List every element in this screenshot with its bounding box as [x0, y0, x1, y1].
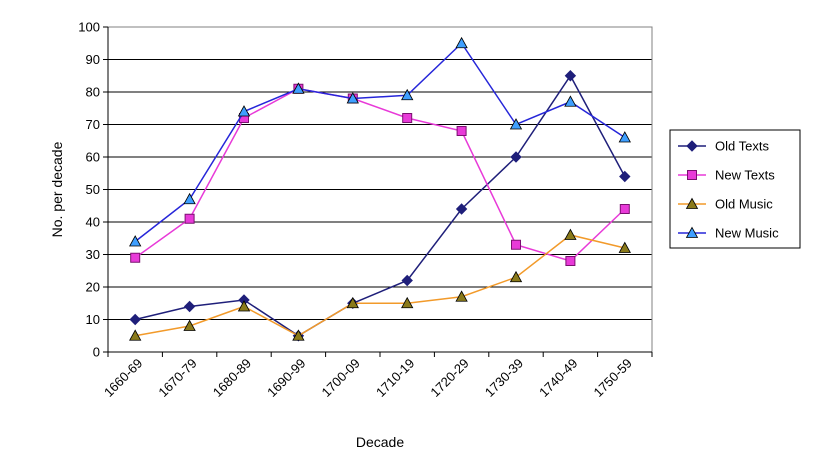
y-tick-label: 100: [78, 20, 100, 35]
data-point: [685, 197, 699, 209]
data-point: [509, 270, 523, 283]
data-point: [129, 329, 142, 341]
data-point: [511, 239, 521, 250]
y-tick-label: 10: [86, 312, 100, 327]
series-line: [134, 42, 626, 243]
series-line: [134, 87, 626, 262]
data-point: [130, 252, 141, 263]
data-point: [129, 313, 141, 326]
y-axis-ticks: 0 10 20 30 40 50 60 70 80 90 100: [78, 20, 109, 360]
data-point: [237, 105, 251, 117]
x-tick-label: 1710-19: [373, 356, 417, 400]
data-point: [401, 88, 414, 101]
data-point: [687, 170, 697, 180]
data-point: [686, 140, 698, 152]
x-tick-label: 1720-29: [427, 356, 471, 400]
data-point: [455, 290, 468, 302]
data-point: [509, 118, 523, 130]
data-point: [401, 296, 414, 309]
x-tick-label: 1740-49: [536, 356, 580, 400]
legend-label: Old Texts: [715, 139, 769, 154]
legend-label: New Texts: [715, 168, 775, 183]
x-tick-label: 1680-89: [210, 356, 254, 400]
data-point: [618, 131, 631, 143]
legend-item: Old Music: [678, 197, 773, 212]
y-tick-label: 90: [86, 52, 100, 67]
data-point: [183, 319, 196, 331]
data-point: [292, 82, 305, 94]
data-point: [619, 170, 631, 183]
x-tick-label: 1750-59: [591, 356, 635, 400]
legend-label: New Music: [715, 226, 779, 241]
x-tick-label: 1660-69: [101, 356, 145, 400]
data-point: [184, 213, 195, 224]
data-point: [455, 36, 468, 49]
series-old-music: [129, 228, 631, 341]
data-point: [183, 192, 196, 205]
data-point: [619, 204, 630, 214]
series-line: [135, 74, 626, 337]
data-point: [564, 70, 577, 82]
series-new-music: [129, 36, 631, 247]
series-old-texts: [129, 70, 631, 342]
data-point: [292, 329, 305, 341]
series-line: [135, 234, 625, 337]
data-point: [402, 113, 413, 123]
data-point: [346, 92, 359, 104]
y-tick-label: 50: [86, 182, 100, 197]
legend: Old Texts New Texts Old Music New Music: [669, 129, 801, 249]
series-group: [129, 36, 631, 342]
y-tick-label: 40: [86, 215, 100, 230]
data-point: [510, 151, 522, 163]
data-point: [456, 126, 467, 136]
legend-item: New Music: [678, 226, 779, 241]
x-tick-label: 1700-09: [319, 356, 363, 400]
x-tick-label: 1670-79: [155, 356, 199, 400]
x-axis-title: Decade: [356, 434, 404, 450]
data-point: [129, 235, 142, 247]
data-point: [618, 241, 631, 253]
data-point: [346, 296, 359, 309]
y-tick-label: 20: [86, 280, 100, 295]
data-point: [237, 300, 251, 312]
x-axis-ticks: 1660-69 1670-79 1680-89 1690-99 1700-09 1710-…: [101, 351, 653, 400]
data-point: [565, 256, 576, 266]
data-point: [183, 300, 196, 313]
x-tick-label: 1690-99: [264, 356, 308, 400]
legend-label: Old Music: [715, 197, 773, 212]
data-point: [564, 95, 577, 107]
y-tick-label: 60: [86, 150, 100, 165]
data-point: [564, 228, 577, 240]
x-tick-label: 1730-39: [482, 356, 526, 400]
y-axis-title: No. per decade: [49, 141, 65, 237]
y-tick-label: 30: [86, 247, 100, 262]
data-point: [685, 226, 699, 238]
data-point: [455, 203, 468, 215]
legend-item: Old Texts: [678, 139, 769, 154]
legend-item: New Texts: [678, 168, 775, 183]
y-tick-label: 0: [93, 345, 100, 360]
y-tick-label: 70: [86, 117, 100, 132]
data-point: [401, 274, 413, 287]
y-tick-label: 80: [86, 85, 100, 100]
